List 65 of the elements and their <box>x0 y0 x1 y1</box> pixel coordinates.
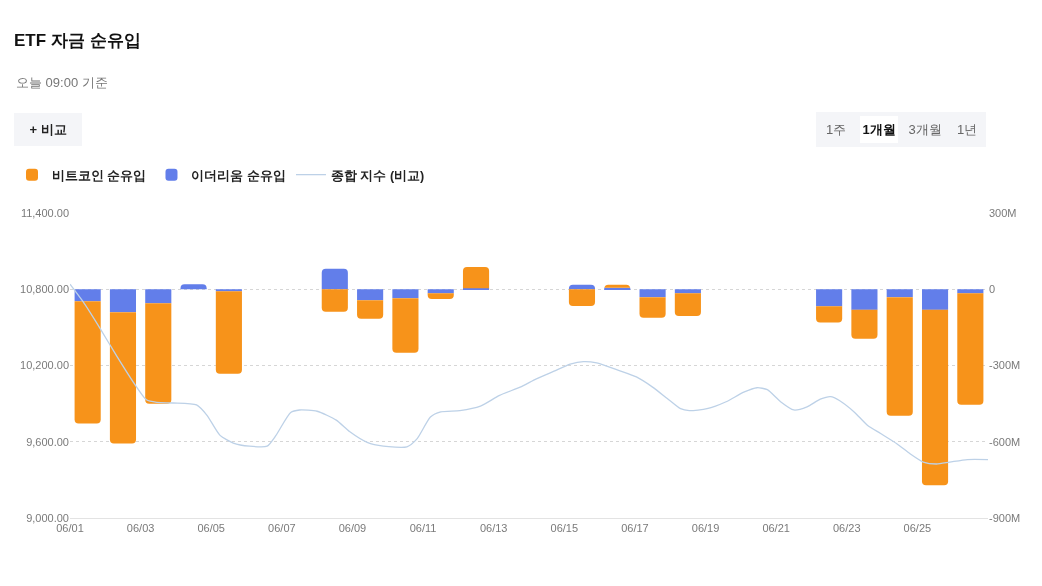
x-tick-label: 06/19 <box>691 522 720 535</box>
bar <box>321 268 348 290</box>
bar <box>957 293 984 405</box>
bar <box>427 293 454 299</box>
text: 1개월 <box>862 122 896 137</box>
y-tick-label: 9,600.00 <box>26 435 69 448</box>
legend-label: 종합 지수 (비교) <box>330 168 425 183</box>
x-tick-label: 06/25 <box>903 522 932 535</box>
bar <box>427 289 454 294</box>
x-tick-label: 06/11 <box>409 522 437 535</box>
legend-label: 이더리움 순유입 <box>191 168 286 183</box>
chart-title: ETF 자금 순유입 <box>14 30 141 50</box>
bar <box>145 289 172 304</box>
x-tick-label: 06/03 <box>126 522 155 535</box>
bar <box>215 291 242 374</box>
x-tick-label: 06/07 <box>268 522 296 535</box>
bar <box>674 293 701 316</box>
y2-tick-label: 0 <box>989 283 996 296</box>
bar <box>109 312 137 444</box>
bar <box>215 289 242 292</box>
bar <box>462 266 490 289</box>
bar <box>921 309 949 486</box>
bar <box>639 297 666 318</box>
legend-label: 비트코인 순유입 <box>52 168 147 183</box>
bar <box>321 289 348 312</box>
y2-tick-label: 300M <box>989 206 1017 219</box>
x-tick-label: 06/05 <box>197 522 225 535</box>
x-tick-label: 06/17 <box>621 522 649 535</box>
bar <box>639 289 666 298</box>
bar <box>357 300 384 319</box>
bar <box>816 306 843 323</box>
bar <box>145 303 172 404</box>
bar <box>816 289 843 307</box>
text: + 비교 <box>29 122 67 137</box>
bar <box>921 289 949 310</box>
x-tick-label: 06/15 <box>550 522 579 535</box>
bar <box>568 289 596 307</box>
bar <box>357 289 384 301</box>
y-tick-label: 9,000.00 <box>26 511 69 524</box>
y-tick-label: 11,400.00 <box>20 206 69 219</box>
x-tick-label: 06/23 <box>833 522 861 535</box>
y-tick-label: 10,800.00 <box>20 283 69 296</box>
bar <box>851 289 878 310</box>
x-tick-label: 06/13 <box>479 522 508 535</box>
chart-subtitle: 오늘 09:00 기준 <box>16 75 108 90</box>
bar <box>392 289 419 299</box>
bar <box>851 309 878 339</box>
bar <box>957 289 984 294</box>
text: 3개월 <box>908 122 942 137</box>
bar <box>74 301 101 424</box>
y2-tick-label: -600M <box>989 435 1021 448</box>
text: 1주 <box>825 122 847 137</box>
bar <box>392 298 419 353</box>
bar <box>74 289 101 302</box>
x-tick-label: 06/01 <box>56 522 84 535</box>
bar <box>109 289 137 313</box>
bar <box>886 297 913 416</box>
x-tick-label: 06/09 <box>338 522 367 535</box>
text: 1년 <box>956 122 978 137</box>
bar <box>886 289 913 298</box>
bar <box>674 289 701 294</box>
y-tick-label: 10,200.00 <box>20 359 69 372</box>
x-tick-label: 06/21 <box>762 522 790 535</box>
y2-tick-label: -900M <box>989 511 1021 524</box>
y2-tick-label: -300M <box>989 359 1021 372</box>
